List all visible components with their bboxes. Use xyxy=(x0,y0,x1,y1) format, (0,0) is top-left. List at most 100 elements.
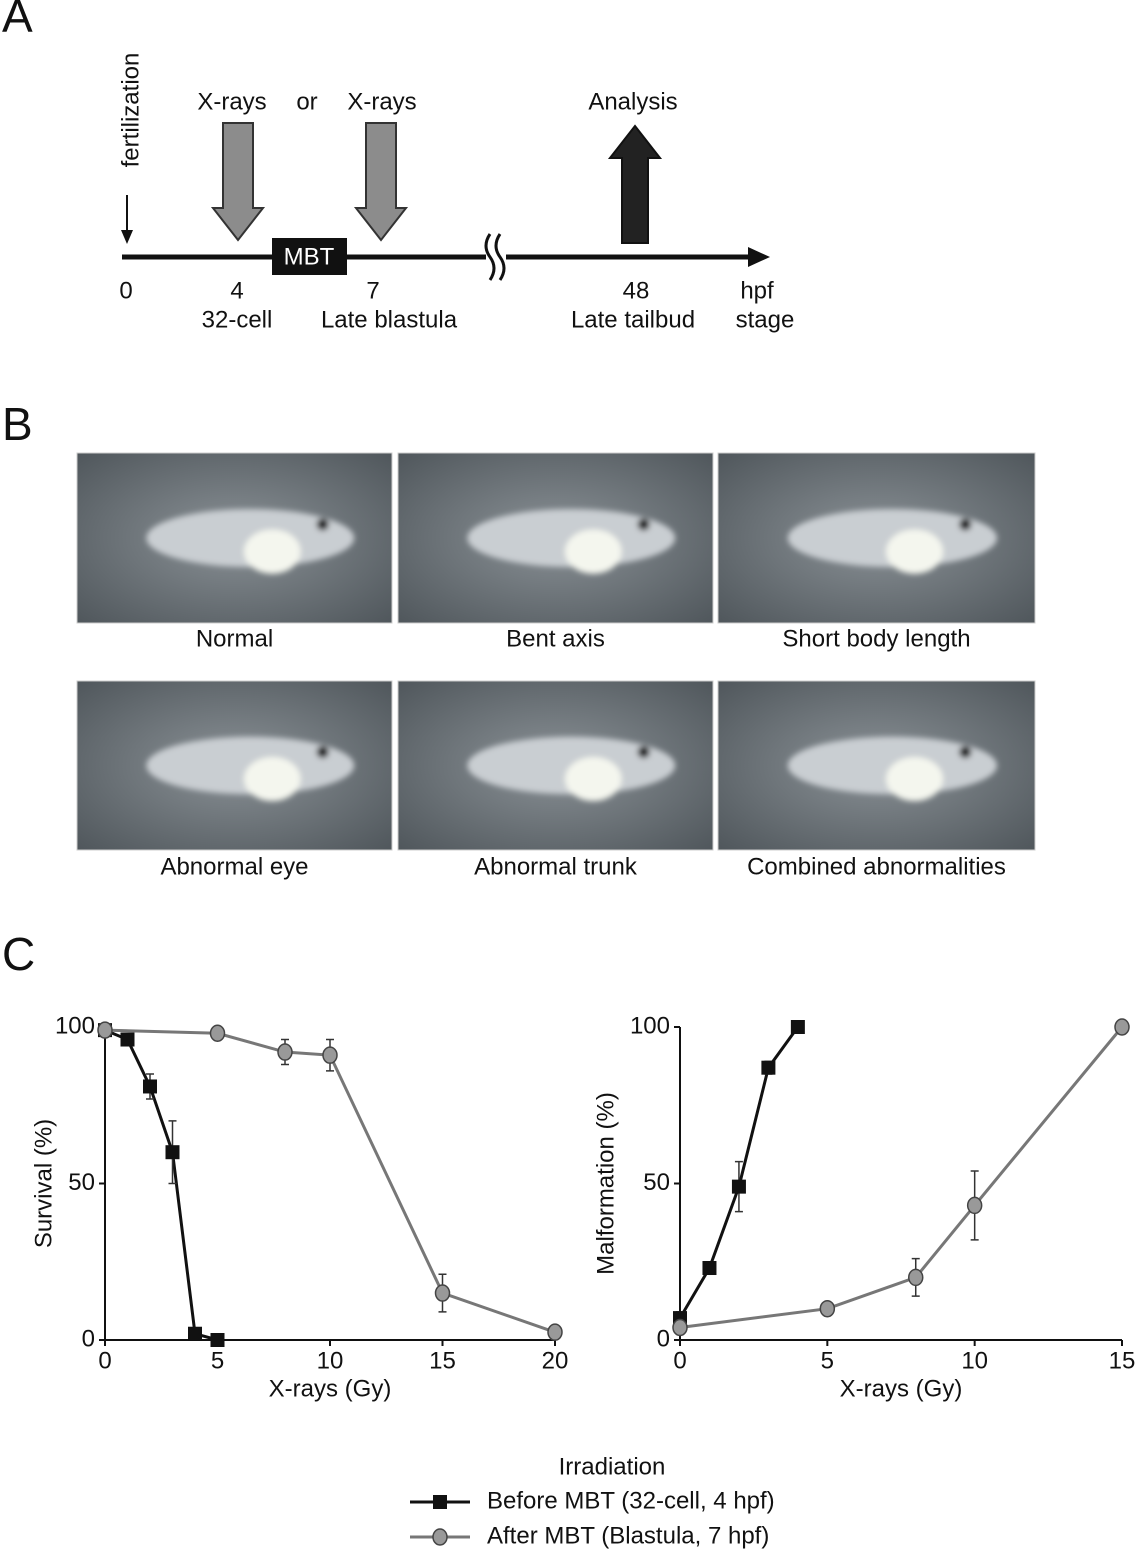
event-label: X-rays xyxy=(197,88,266,115)
marker xyxy=(97,1021,113,1039)
marker xyxy=(547,1323,563,1341)
axis-break-gap xyxy=(486,235,506,279)
tadpole-eye xyxy=(316,518,329,531)
photo-caption: Abnormal eye xyxy=(160,853,308,880)
or-label: or xyxy=(296,88,317,115)
x-tick-label: 0 xyxy=(673,1347,686,1374)
photo-caption: Bent axis xyxy=(506,625,605,652)
x-tick-label: 0 xyxy=(98,1347,111,1374)
series-line xyxy=(104,1028,218,1342)
axis-arrowhead xyxy=(748,247,770,267)
legend: Irradiation Before MBT (32-cell, 4 hpf) Af… xyxy=(410,1453,775,1549)
marker xyxy=(790,1020,805,1034)
marker xyxy=(210,1333,225,1347)
legend-marker xyxy=(432,1528,448,1546)
time-label: 48 xyxy=(623,277,650,304)
panel-label: B xyxy=(2,398,33,450)
tadpole-eye xyxy=(959,745,972,758)
x-tick-label: 15 xyxy=(1109,1347,1136,1374)
marker xyxy=(966,1196,983,1215)
x-tick-label: 5 xyxy=(211,1347,224,1374)
tadpole xyxy=(146,736,355,801)
marker xyxy=(761,1060,776,1075)
series-line xyxy=(679,1026,1124,1329)
marker xyxy=(702,1261,717,1276)
time-label: 4 xyxy=(230,277,243,304)
tadpole-yolk xyxy=(564,529,622,574)
y-tick-label: 50 xyxy=(68,1169,95,1196)
marker xyxy=(209,1024,226,1043)
tadpole-yolk xyxy=(564,757,622,801)
x-tick-label: 20 xyxy=(542,1347,569,1374)
marker xyxy=(277,1043,293,1061)
photo-grid: Normal Bent axis Short body length Abnormal… xyxy=(76,452,1036,880)
tadpole-yolk xyxy=(243,757,301,801)
panel-label: A xyxy=(2,0,33,42)
tadpole-eye xyxy=(959,518,972,531)
stage-heading: stage xyxy=(736,306,795,333)
marker xyxy=(907,1268,924,1287)
analysis-arrow xyxy=(607,124,663,244)
y-tick-label: 0 xyxy=(82,1325,95,1352)
mbt-label: MBT xyxy=(284,243,335,270)
time-label: 7 xyxy=(366,277,379,304)
legend-label: After MBT (Blastula, 7 hpf) xyxy=(487,1522,769,1549)
panel-label: C xyxy=(2,928,35,980)
y-axis-label: Malformation (%) xyxy=(592,1092,619,1275)
photo-caption: Short body length xyxy=(782,625,970,652)
photo-caption: Abnormal trunk xyxy=(474,853,638,880)
legend-title: Irradiation xyxy=(559,1453,666,1480)
y-tick-label: 100 xyxy=(630,1012,670,1039)
legend-label: Before MBT (32-cell, 4 hpf) xyxy=(487,1487,775,1514)
event-label: X-rays xyxy=(347,88,416,115)
marker xyxy=(434,1284,451,1302)
y-tick-label: 50 xyxy=(643,1169,670,1196)
tadpole xyxy=(146,509,355,574)
unit-label: hpf xyxy=(740,277,774,304)
tadpole xyxy=(467,736,676,801)
y-tick-label: 100 xyxy=(55,1012,95,1039)
y-tick-label: 0 xyxy=(657,1325,670,1352)
fertilization-label: fertilization xyxy=(117,53,144,168)
tadpole-eye xyxy=(637,518,650,531)
marker xyxy=(819,1299,836,1318)
marker xyxy=(731,1179,746,1194)
tadpole-eye xyxy=(637,745,650,758)
x-axis-label: X-rays (Gy) xyxy=(840,1375,963,1402)
tadpole-yolk xyxy=(243,529,301,574)
x-tick-label: 15 xyxy=(429,1347,456,1374)
photo-caption: Normal xyxy=(196,625,273,652)
x-tick-label: 5 xyxy=(821,1347,834,1374)
photo-caption: Combined abnormalities xyxy=(747,853,1006,880)
axis-break xyxy=(484,233,506,281)
stage-label: Late blastula xyxy=(321,306,458,333)
marker xyxy=(188,1326,202,1341)
tadpole-yolk xyxy=(886,529,944,574)
legend-marker xyxy=(433,1495,447,1509)
stage-label: 32-cell xyxy=(202,306,273,333)
event-label: Analysis xyxy=(588,88,677,115)
tadpole xyxy=(787,509,997,574)
marker xyxy=(672,1318,688,1337)
timeline: fertilization X-rays or X-rays Analysis … xyxy=(117,53,794,334)
stage-label: Late tailbud xyxy=(571,306,695,333)
marker xyxy=(322,1046,338,1064)
marker xyxy=(143,1079,157,1094)
tadpole xyxy=(787,736,997,801)
marker xyxy=(1114,1018,1130,1036)
y-axis-label: Survival (%) xyxy=(30,1119,57,1248)
x-axis-label: X-rays (Gy) xyxy=(269,1375,392,1402)
marker xyxy=(120,1032,135,1047)
xray-arrow xyxy=(210,122,266,242)
tadpole-yolk xyxy=(886,757,944,801)
tadpole xyxy=(467,509,676,574)
mbt-box xyxy=(272,238,347,275)
x-tick-label: 10 xyxy=(961,1347,988,1374)
xray-arrow xyxy=(353,122,409,242)
x-tick-label: 10 xyxy=(317,1347,344,1374)
tadpole-eye xyxy=(316,745,329,758)
fertilization-arrowhead xyxy=(121,230,133,244)
series-line xyxy=(104,1028,556,1334)
